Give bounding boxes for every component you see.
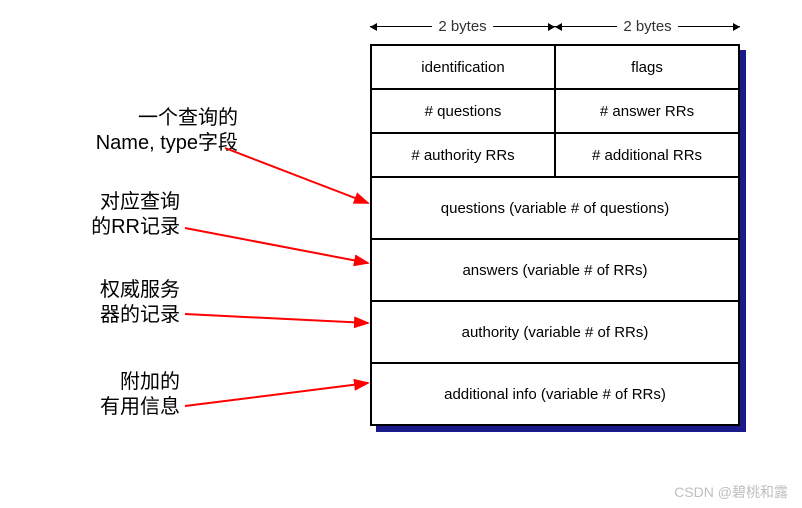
cell-identification: identification — [371, 45, 555, 89]
table-row: authority (variable # of RRs) — [371, 301, 739, 363]
table-row: answers (variable # of RRs) — [371, 239, 739, 301]
arrow-right-1 — [493, 26, 555, 27]
table-row: questions (variable # of questions) — [371, 177, 739, 239]
packet-structure-table: identification flags # questions # answe… — [370, 44, 740, 426]
cell-additional-section: additional info (variable # of RRs) — [371, 363, 739, 425]
cell-flags: flags — [555, 45, 739, 89]
annotation-line: 的RR记录 — [91, 215, 180, 240]
cell-answer-rrs: # answer RRs — [555, 89, 739, 133]
arrow-right-2 — [678, 26, 740, 27]
table-row: additional info (variable # of RRs) — [371, 363, 739, 425]
annotation-line: 权威服务 — [100, 278, 180, 303]
cell-questions-section: questions (variable # of questions) — [371, 177, 739, 239]
arrow-left-1 — [370, 26, 432, 27]
watermark-text: CSDN @碧桃和露 — [674, 482, 788, 502]
annotation-line: 一个查询的 — [96, 106, 238, 131]
annotation-line: Name, type字段 — [96, 131, 238, 156]
cell-authority-rrs: # authority RRs — [371, 133, 555, 177]
table-row: # authority RRs # additional RRs — [371, 133, 739, 177]
annotation-line: 对应查询 — [91, 190, 180, 215]
annotation-line: 有用信息 — [100, 395, 180, 420]
arrow-icon — [185, 314, 368, 323]
annotation-rr-records: 对应查询 的RR记录 — [91, 190, 180, 240]
arrow-left-2 — [555, 26, 617, 27]
cell-questions-count: # questions — [371, 89, 555, 133]
packet-table-container: identification flags # questions # answe… — [370, 44, 740, 426]
annotation-line: 附加的 — [100, 370, 180, 395]
byte-label-right: 2 bytes — [617, 18, 677, 35]
arrow-icon — [225, 148, 368, 203]
arrow-icon — [185, 228, 368, 263]
arrow-icon — [185, 383, 368, 406]
cell-additional-rrs: # additional RRs — [555, 133, 739, 177]
annotation-additional: 附加的 有用信息 — [100, 370, 180, 420]
cell-answers-section: answers (variable # of RRs) — [371, 239, 739, 301]
cell-authority-section: authority (variable # of RRs) — [371, 301, 739, 363]
table-row: # questions # answer RRs — [371, 89, 739, 133]
annotation-authority: 权威服务 器的记录 — [100, 278, 180, 328]
byte-width-header: 2 bytes 2 bytes — [370, 18, 740, 35]
byte-label-left: 2 bytes — [432, 18, 492, 35]
annotation-name-type: 一个查询的 Name, type字段 — [96, 106, 238, 156]
annotation-line: 器的记录 — [100, 303, 180, 328]
table-row: identification flags — [371, 45, 739, 89]
